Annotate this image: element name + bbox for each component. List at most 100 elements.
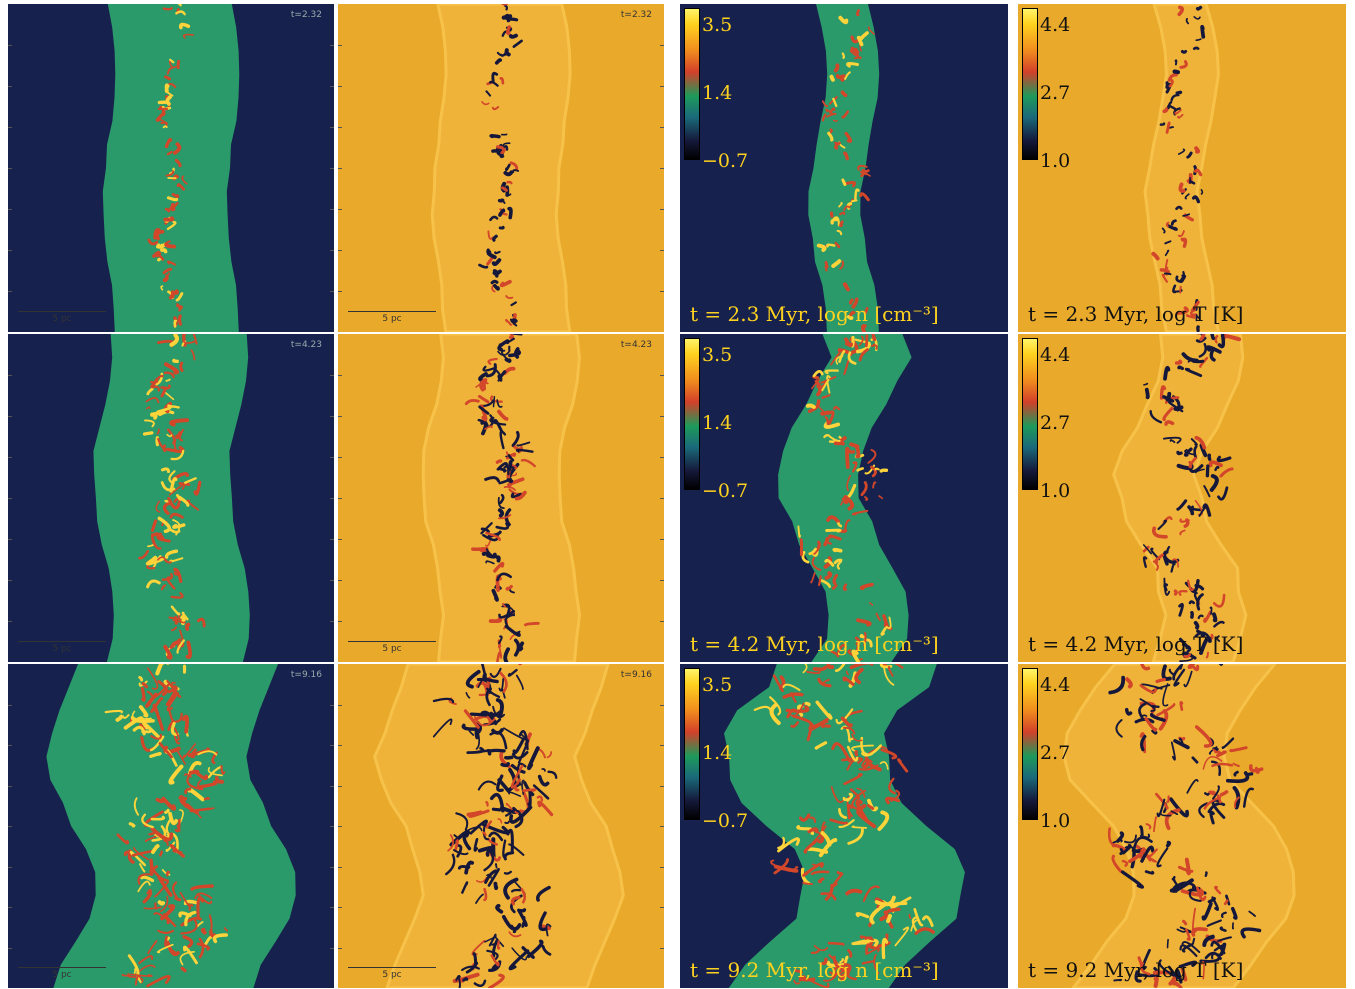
filament-clump: [828, 410, 835, 425]
shocked-slab: [430, 4, 572, 332]
filament-clump: [138, 549, 150, 560]
axis-tick: [8, 539, 12, 540]
filament-clump: [492, 705, 506, 719]
filament-clump: [510, 764, 526, 774]
axis-tick: [338, 539, 342, 540]
filament-clump: [1188, 600, 1195, 605]
filament-clump: [123, 850, 131, 856]
filament-clump: [868, 940, 891, 949]
filament-clump: [885, 616, 892, 630]
filament-clump: [507, 477, 525, 487]
filament-clump: [1184, 367, 1203, 378]
filament-clump: [157, 680, 169, 696]
axis-tick: [8, 785, 12, 787]
filament-clump: [875, 612, 881, 622]
filament-clump: [829, 818, 848, 825]
axis-tick: [660, 498, 664, 499]
filament-clump: [175, 431, 182, 440]
filament-clump: [1169, 439, 1176, 444]
filament-clump: [449, 829, 470, 847]
filament-clump: [461, 965, 480, 972]
filament-clump: [496, 572, 512, 582]
filament-clump: [790, 721, 800, 728]
axis-ticks: [8, 334, 12, 662]
filament-clump: [864, 936, 873, 940]
axis-tick: [8, 209, 12, 210]
axis-tick: [338, 907, 342, 908]
colorbar-label-mid: 1.4: [702, 742, 733, 764]
filament-clump: [494, 863, 498, 869]
filament-clump: [1179, 518, 1190, 523]
filament-clump: [798, 975, 807, 982]
filament-clump: [506, 190, 512, 197]
axis-tick: [8, 127, 12, 128]
filament-clump: [851, 789, 866, 811]
scale-bar-label: 5 pc: [52, 644, 72, 654]
filament-clump: [858, 335, 864, 346]
filament-clump: [489, 667, 502, 678]
filament-clump: [489, 134, 501, 139]
filament-clump: [146, 387, 154, 396]
density-colorbar: [684, 338, 700, 490]
filament-clump: [149, 751, 162, 758]
filament-clump: [173, 567, 183, 583]
filament-clump: [850, 35, 860, 44]
filament-clump: [151, 385, 160, 392]
filament-clump: [823, 421, 841, 429]
filament-clump: [154, 881, 169, 898]
filament-clump: [158, 742, 173, 759]
filament-clump: [164, 808, 170, 814]
filament-clump: [188, 903, 194, 911]
filament-clump: [1170, 219, 1177, 226]
filament-clump: [883, 667, 895, 686]
filament-clump: [133, 846, 149, 861]
filament-clump: [1194, 631, 1210, 638]
filament-clump: [890, 789, 901, 802]
filament-clump: [868, 602, 874, 606]
filament-clump: [169, 60, 177, 69]
filament-clump: [169, 418, 190, 427]
filament-clump: [468, 730, 475, 736]
filament-clump: [480, 710, 498, 726]
filament-clump: [1181, 941, 1201, 954]
filament-clump: [833, 63, 840, 73]
filament-clump: [826, 664, 835, 670]
filament-clump: [488, 80, 499, 87]
shocked-slab: [1062, 664, 1296, 988]
filament-clump: [1174, 109, 1182, 115]
filament-clump: [818, 575, 822, 587]
filament-clump: [867, 26, 875, 35]
filament-clump: [831, 584, 838, 590]
filament-clump: [1187, 505, 1195, 516]
filament-clump: [1193, 620, 1200, 630]
filament-clump: [833, 558, 843, 565]
filament-clump: [133, 797, 140, 816]
filament-clump: [162, 125, 168, 129]
filament-clump: [1198, 342, 1207, 358]
filament-clump: [511, 888, 522, 893]
colorbar-label-max: 3.5: [702, 14, 733, 36]
filament-clump: [879, 761, 889, 770]
filament-clump: [169, 58, 175, 64]
filament-clump: [842, 796, 849, 802]
filament-clump: [1139, 825, 1144, 836]
filament-clump: [170, 289, 179, 295]
filament-clump: [507, 460, 513, 471]
filament-clump: [127, 849, 135, 864]
filament-clump: [498, 635, 503, 645]
axis-tick: [338, 866, 342, 868]
filament-clump: [178, 22, 191, 30]
axis-tick: [660, 416, 664, 417]
filament-clump: [1151, 526, 1168, 539]
filament-clump: [169, 843, 185, 858]
filament-clump: [167, 405, 180, 410]
filament-clump: [196, 896, 205, 918]
filament-clump: [514, 778, 521, 792]
filament-clump: [815, 700, 833, 720]
filament-clump: [839, 211, 846, 216]
filament-clump: [152, 532, 165, 540]
filament-clump: [1202, 934, 1215, 947]
filament-clump: [510, 895, 521, 906]
filament-clump: [1179, 285, 1182, 294]
filament-clump: [1172, 284, 1177, 294]
